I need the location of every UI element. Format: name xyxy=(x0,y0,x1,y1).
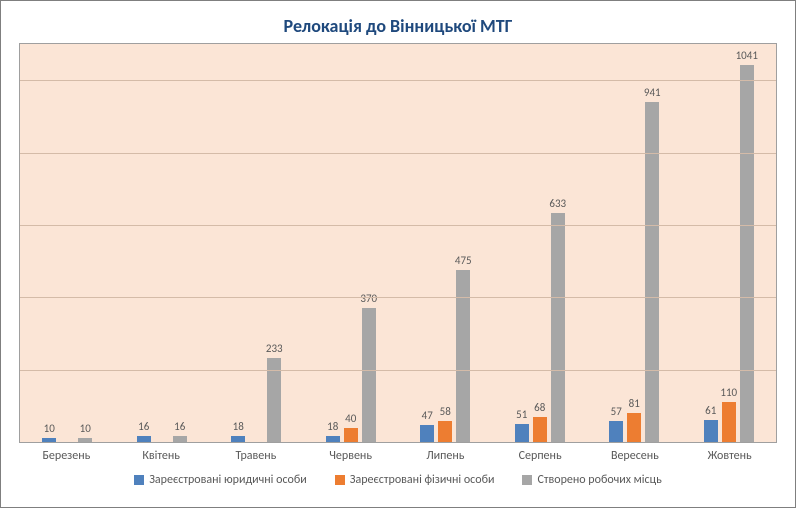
x-axis-label: Серпень xyxy=(493,449,588,463)
bar-value-label: 16 xyxy=(138,420,149,433)
chart-title: Релокація до Вінницької МТГ xyxy=(1,1,795,43)
bar-value-label: 51 xyxy=(516,408,527,421)
bar-group: 18 40 370 xyxy=(304,44,399,442)
plot-area-wrap: 1010161618233184037047584755168633578194… xyxy=(19,43,777,443)
bar: 633 xyxy=(551,213,565,442)
bar: 51 xyxy=(515,424,529,442)
bar-group: 5168633 xyxy=(493,44,588,442)
bar-value-label: 10 xyxy=(44,422,55,435)
bar-value-label: 58 xyxy=(440,405,451,418)
bar: 81 xyxy=(627,413,641,442)
bar: 47 xyxy=(420,425,434,442)
bar: 370 xyxy=(362,308,376,442)
legend-item: Зареєстровані юридичні особи xyxy=(134,473,307,487)
bar-value-label: 57 xyxy=(611,405,622,418)
plot-area: 1010161618233184037047584755168633578194… xyxy=(19,43,777,443)
bar-group: 5781941 xyxy=(587,44,682,442)
bar-value-label: 47 xyxy=(422,409,433,422)
legend: Зареєстровані юридичні особи Зареєстрован… xyxy=(1,473,795,487)
gridline xyxy=(20,370,776,371)
bar: 10 xyxy=(42,438,56,442)
bar: 18 xyxy=(231,436,245,443)
bar: 16 xyxy=(137,436,151,442)
bar: 475 xyxy=(456,270,470,442)
gridline xyxy=(20,153,776,154)
x-axis-label: Липень xyxy=(398,449,493,463)
legend-item: Зареєстровані фізичні особи xyxy=(335,473,495,487)
bar: 110 xyxy=(722,402,736,442)
legend-swatch xyxy=(134,475,144,485)
bar: 18 xyxy=(326,436,340,443)
legend-swatch xyxy=(335,475,345,485)
x-axis-label: Вересень xyxy=(588,449,683,463)
bar-group: 10 10 xyxy=(20,44,115,442)
legend-label: Зареєстровані юридичні особи xyxy=(149,473,307,487)
bar-value-label: 68 xyxy=(534,401,545,414)
bar: 16 xyxy=(173,436,187,442)
bar: 58 xyxy=(438,421,452,442)
bar: 57 xyxy=(609,421,623,442)
bar-value-label: 18 xyxy=(327,420,338,433)
gridline xyxy=(20,297,776,298)
bar-value-label: 40 xyxy=(345,412,356,425)
x-axis-label: Березень xyxy=(19,449,114,463)
bar-value-label: 233 xyxy=(266,342,283,355)
bar: 10 xyxy=(78,438,92,442)
bar-value-label: 110 xyxy=(720,386,737,399)
x-axis-label: Травень xyxy=(209,449,304,463)
x-axis-label: Жовтень xyxy=(682,449,777,463)
bar: 1041 xyxy=(740,65,754,442)
bar: 68 xyxy=(533,417,547,442)
bar: 40 xyxy=(344,428,358,442)
legend-label: Зареєстровані фізичні особи xyxy=(350,473,495,487)
bar-value-label: 370 xyxy=(360,292,377,305)
bar-value-label: 1041 xyxy=(736,49,758,62)
x-axis-label: Червень xyxy=(303,449,398,463)
bar-value-label: 16 xyxy=(174,420,185,433)
bar-value-label: 475 xyxy=(455,254,472,267)
gridline xyxy=(20,80,776,81)
x-axis-labels: БерезеньКвітеньТравеньЧервеньЛипеньСерпе… xyxy=(19,449,777,463)
gridline xyxy=(20,225,776,226)
bar-group: 611101041 xyxy=(682,44,777,442)
chart-container: Релокація до Вінницької МТГ 101016161823… xyxy=(0,0,796,508)
bar-value-label: 61 xyxy=(705,404,716,417)
bar-value-label: 633 xyxy=(549,197,566,210)
legend-swatch xyxy=(522,475,532,485)
x-axis-label: Квітень xyxy=(114,449,209,463)
bar-value-label: 10 xyxy=(80,422,91,435)
bar-value-label: 18 xyxy=(233,420,244,433)
bar-group: 18 233 xyxy=(209,44,304,442)
bar-value-label: 941 xyxy=(644,86,661,99)
bar: 61 xyxy=(704,420,718,442)
legend-item: Створено робочих місць xyxy=(522,473,661,487)
bar-groups: 1010161618233184037047584755168633578194… xyxy=(20,44,776,442)
legend-label: Створено робочих місць xyxy=(537,473,661,487)
bar-value-label: 81 xyxy=(629,397,640,410)
bar-group: 4758475 xyxy=(398,44,493,442)
bar-group: 1616 xyxy=(115,44,210,442)
